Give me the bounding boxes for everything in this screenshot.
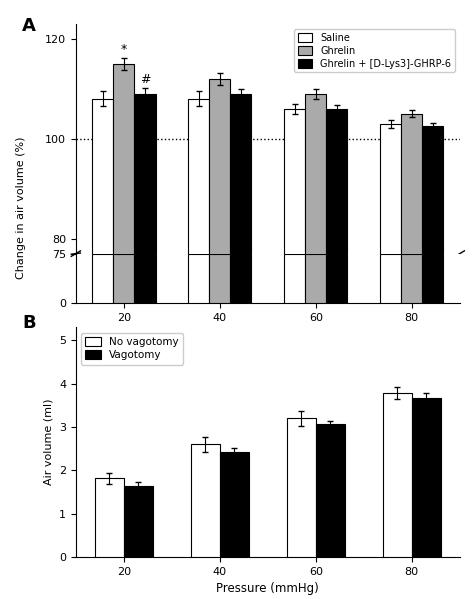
Bar (209, 79, 230, 599)
Bar (135, 254, 155, 303)
Bar (327, 109, 347, 599)
Bar (92, 254, 113, 303)
Legend: No vagotomy, Vagotomy: No vagotomy, Vagotomy (81, 332, 183, 365)
Text: *: * (121, 43, 127, 56)
X-axis label: Pressure (mmHg): Pressure (mmHg) (217, 328, 319, 341)
Bar (209, 254, 230, 303)
Bar (113, 254, 135, 303)
Bar (191, 444, 220, 557)
Bar (401, 254, 422, 303)
Bar (188, 99, 209, 599)
Bar (383, 394, 412, 557)
Bar (305, 254, 327, 303)
Bar (380, 254, 401, 303)
Bar (401, 114, 422, 599)
Bar (422, 254, 444, 303)
X-axis label: Pressure (mmHg): Pressure (mmHg) (217, 582, 319, 595)
Bar (284, 254, 305, 303)
Bar (135, 94, 155, 599)
Bar (327, 254, 347, 303)
Text: A: A (22, 17, 36, 35)
Text: B: B (22, 314, 36, 332)
Bar (124, 486, 153, 557)
Bar (188, 254, 209, 303)
Bar (95, 478, 124, 557)
Bar (287, 419, 316, 557)
Bar (422, 126, 444, 599)
Bar (412, 398, 440, 557)
Legend: Saline, Ghrelin, Ghrelin + [D-Lys3]-GHRP-6: Saline, Ghrelin, Ghrelin + [D-Lys3]-GHRP… (294, 29, 455, 72)
Bar (316, 424, 345, 557)
Bar (230, 94, 252, 599)
Bar (284, 109, 305, 599)
Bar (305, 94, 327, 599)
Y-axis label: Air volume (ml): Air volume (ml) (44, 399, 54, 486)
Bar (220, 452, 248, 557)
Bar (380, 124, 401, 599)
Bar (113, 64, 135, 599)
Bar (92, 99, 113, 599)
Y-axis label: Change in air volume (%): Change in air volume (%) (16, 137, 26, 279)
Bar (230, 254, 252, 303)
Text: #: # (140, 73, 150, 86)
